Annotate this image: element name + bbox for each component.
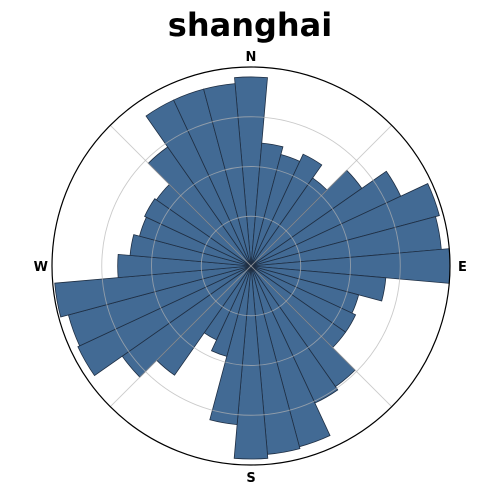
chart-title: shanghai [167, 6, 333, 44]
grid-spoke [250, 124, 393, 267]
grid-group [101, 116, 401, 416]
bar-200 [210, 265, 252, 357]
bar-240 [77, 265, 252, 377]
bar-0 [234, 76, 268, 267]
direction-label-e: E [458, 260, 467, 275]
bar-350 [203, 83, 252, 267]
direction-label-s: S [246, 471, 255, 486]
grid-spoke [109, 124, 252, 267]
bar-180 [233, 265, 269, 460]
outer-ring [51, 66, 451, 466]
direction-label-n: N [246, 50, 257, 65]
bar-260 [54, 265, 252, 318]
grid-spoke [109, 265, 252, 408]
grid-circle [101, 116, 401, 416]
grid-circle [200, 215, 302, 317]
grid-spoke [250, 265, 393, 408]
bar-300 [144, 198, 252, 267]
grid-circle [151, 166, 351, 366]
bar-270 [117, 253, 252, 279]
direction-label-w: W [34, 260, 48, 275]
bar-70 [250, 183, 440, 267]
